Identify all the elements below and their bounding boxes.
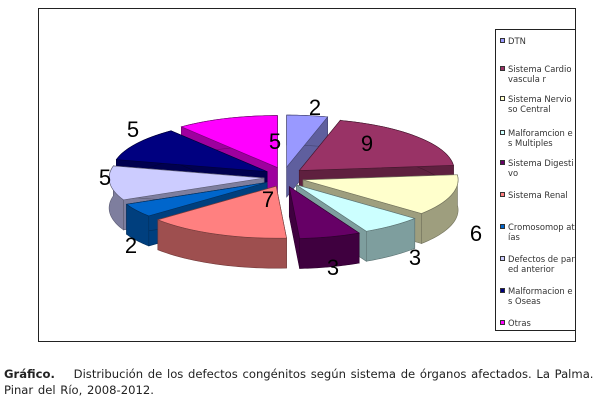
pie-slice-5 <box>288 185 360 269</box>
caption-label: Gráfico. <box>4 367 55 381</box>
legend-label-9: Malformacion es Oseas <box>508 286 573 306</box>
legend-swatch-9 <box>500 288 505 293</box>
pie-slice-6 <box>156 185 287 269</box>
legend-label-4: Malforamcion es Multiples <box>508 128 573 148</box>
chart-legend: DTN Sistema Cardiovasculа r Sistema Nervio… <box>495 29 575 331</box>
data-label-8: 5 <box>99 165 111 190</box>
data-label-1: 2 <box>309 95 321 120</box>
data-label-4: 3 <box>409 245 421 270</box>
legend-label-5: Sistema Digestivo <box>508 158 574 178</box>
legend-swatch-5 <box>500 160 505 165</box>
legend-label-10: Otras <box>508 318 531 328</box>
legend-label-3: Sistema Nervioso Central <box>508 94 572 114</box>
legend-swatch-2 <box>500 66 505 71</box>
legend-swatch-7 <box>500 224 505 229</box>
legend-swatch-8 <box>500 256 505 261</box>
legend-swatch-10 <box>500 320 505 325</box>
data-label-5: 3 <box>327 255 339 280</box>
legend-label-8: Defectos de pared anterior <box>508 254 575 274</box>
caption-text: Distribución de los defectos congénitos … <box>4 367 594 397</box>
legend-swatch-6 <box>500 192 505 197</box>
legend-label-1: DTN <box>508 36 526 46</box>
figure-caption: Gráfico. Distribución de los defectos co… <box>4 366 601 398</box>
legend-swatch-3 <box>500 96 505 101</box>
legend-label-7: Cromosomop atías <box>508 222 575 242</box>
data-label-2: 9 <box>361 131 373 156</box>
data-label-3: 6 <box>470 221 482 246</box>
legend-swatch-1 <box>500 38 505 43</box>
data-label-10: 5 <box>269 129 281 154</box>
legend-swatch-4 <box>500 130 505 135</box>
data-label-9: 5 <box>127 117 139 142</box>
legend-label-2: Sistema Cardiovasculа r <box>508 64 572 84</box>
data-label-6: 7 <box>262 187 274 212</box>
data-label-7: 2 <box>125 233 137 258</box>
legend-label-6: Sistema Renal <box>508 190 568 200</box>
